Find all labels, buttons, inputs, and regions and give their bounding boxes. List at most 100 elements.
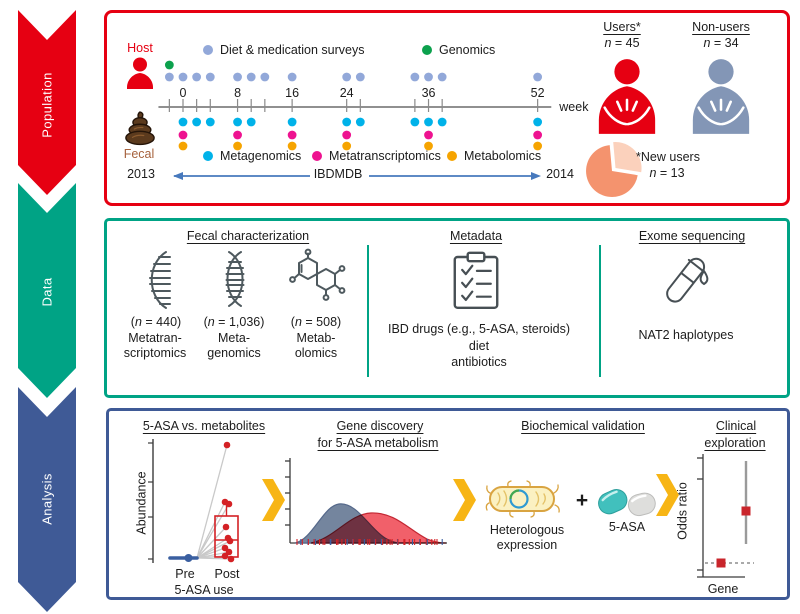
legend-diet-surveys: Diet & medication surveys (203, 43, 365, 57)
metatranscriptomics-label: Metatran- (128, 331, 182, 345)
study-start-year: 2013 (127, 167, 155, 181)
pre-tick-label: Pre (175, 567, 195, 581)
metatranscriptomics-n: (n = 440) (130, 315, 182, 329)
svg-text:16: 16 (285, 86, 299, 100)
sidebar-label-population: Population (39, 72, 55, 138)
step2-title-line2: for 5-ASA metabolism (317, 436, 439, 450)
bacteria-icon (485, 480, 560, 518)
dna-icon (225, 251, 245, 307)
nonusers-title: Non-users (692, 20, 750, 34)
new-users-pie-chart (586, 141, 642, 197)
data-panel: Fecal characterization Metadata Exome se… (104, 218, 790, 398)
test-tube-icon (666, 257, 709, 303)
metabolomics-label: Metab- (296, 331, 336, 345)
fecal-characterization-title: Fecal characterization (186, 229, 310, 243)
legend-label: Metatranscriptomics (329, 149, 441, 163)
rna-icon (149, 251, 171, 309)
arrow-right-icon (369, 172, 541, 180)
metadata-title: Metadata (449, 229, 503, 243)
legend-label: Genomics (439, 43, 496, 57)
population-chevron (18, 10, 76, 195)
population-panel: Host Diet & medication surveys Genomics … (104, 10, 790, 206)
metabolomics-n: (n = 508) (290, 315, 342, 329)
nonusers-count: n = 34 (703, 36, 739, 50)
odds-ratio-marker (741, 506, 751, 516)
svg-text:8: 8 (234, 86, 241, 100)
study-name: IBDMDB (313, 167, 363, 181)
step4-title-line2: exploration (704, 436, 766, 450)
odds-ratio-axis-label: Odds ratio (675, 482, 690, 540)
fecal-stool-icon (125, 111, 155, 146)
sidebar-label-analysis: Analysis (39, 473, 55, 525)
flow-arrow-icon (453, 479, 476, 521)
metadata-line-1: IBD drugs (e.g., 5-ASA, steroids) (387, 322, 571, 336)
metadata-line-3: antibiotics (451, 355, 507, 369)
legend-genomics: Genomics (422, 43, 495, 57)
new-users-count: n = 13 (649, 166, 685, 180)
rug-marks (296, 539, 443, 545)
svg-text:24: 24 (340, 86, 354, 100)
legend-metagenomics: Metagenomics (203, 149, 301, 163)
metagenomics-dot-icon (203, 151, 213, 161)
sidebar-chevrons (18, 10, 76, 612)
metagenomics-label2: genomics (207, 346, 261, 360)
legend-metabolomics: Metabolomics (447, 149, 541, 163)
pill-caption: 5-ASA (608, 520, 646, 534)
data-chevron (18, 183, 76, 398)
step1-title: 5-ASA vs. metabolites (142, 419, 266, 433)
step4-title-line1: Clinical (715, 419, 757, 433)
metadata-line-2: diet (468, 339, 490, 353)
section-divider (367, 245, 369, 377)
study-end-year: 2014 (546, 167, 574, 181)
fecal-label: Fecal (123, 147, 155, 161)
legend-metatranscriptomics: Metatranscriptomics (312, 149, 441, 163)
odds-ratio-plot (697, 454, 754, 578)
abundance-axis-label: Abundance (134, 471, 149, 535)
pill-capsule-icon (598, 489, 656, 517)
svg-text:0: 0 (180, 86, 187, 100)
sampling-timeline: 0 8 16 24 36 52 week (158, 60, 589, 151)
pre-post-abundance-plot (148, 439, 239, 563)
metagenomics-label: Meta- (218, 331, 250, 345)
nat2-caption: NAT2 haplotypes (638, 328, 734, 342)
heterologous-caption-line2: expression (496, 538, 558, 552)
genomics-dot-icon (422, 45, 432, 55)
nonusers-person-icon (692, 59, 750, 134)
survey-dot-icon (203, 45, 213, 55)
odds-ratio-marker (716, 558, 726, 568)
post-tick-label: Post (214, 567, 240, 581)
legend-label: Diet & medication surveys (220, 43, 365, 57)
plus-sign: + (575, 489, 589, 512)
exome-sequencing-title: Exome sequencing (638, 229, 746, 243)
gene-axis-label: Gene (707, 582, 739, 596)
svg-text:week: week (558, 100, 589, 114)
metatranscriptomics-label2: scriptomics (123, 346, 187, 360)
metabolomics-dot-icon (447, 151, 457, 161)
users-count: n = 45 (604, 36, 640, 50)
host-person-icon (127, 57, 153, 89)
svg-text:36: 36 (422, 86, 436, 100)
users-person-icon (598, 59, 656, 134)
users-title: Users* (603, 20, 641, 34)
host-label: Host (127, 41, 153, 55)
gene-density-plot (285, 458, 447, 545)
flow-arrow-icon (262, 479, 285, 521)
sidebar-label-data: Data (39, 277, 55, 307)
x-axis-caption: 5-ASA use (174, 583, 234, 597)
section-divider (599, 245, 601, 377)
metagenomics-n: (n = 1,036) (203, 315, 265, 329)
svg-text:52: 52 (531, 86, 545, 100)
clipboard-checklist-icon (453, 251, 499, 309)
analysis-chevron (18, 387, 76, 612)
flow-arrow-icon (656, 474, 679, 516)
metatranscriptomics-dot-icon (312, 151, 322, 161)
metabolomics-label2: olomics (294, 346, 338, 360)
new-users-label: *New users (636, 150, 700, 164)
legend-label: Metabolomics (464, 149, 542, 163)
arrow-left-icon (173, 172, 310, 180)
step2-title-line1: Gene discovery (336, 419, 424, 433)
density-curve-metabolizers (310, 512, 447, 544)
heterologous-caption-line1: Heterologous (489, 523, 565, 537)
legend-label: Metagenomics (220, 149, 302, 163)
